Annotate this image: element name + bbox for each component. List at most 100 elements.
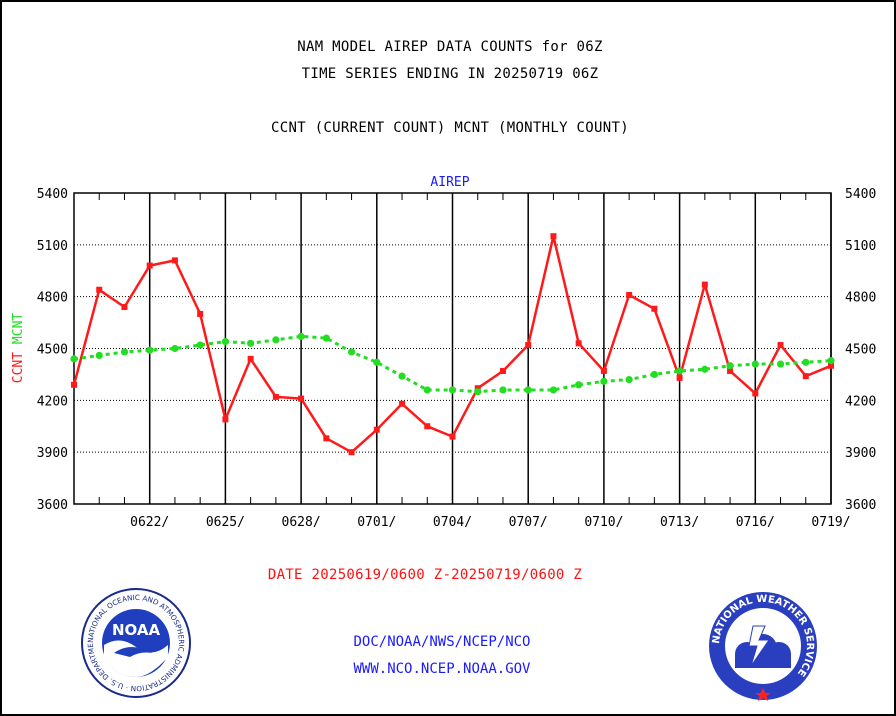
y-tick-label-right: 3600 (845, 498, 876, 513)
data-point-mcnt (499, 386, 507, 394)
x-tick-label: 0704/ (433, 515, 472, 530)
data-point-ccnt (197, 310, 204, 317)
data-point-mcnt (802, 358, 810, 366)
data-point-ccnt (298, 395, 305, 402)
data-point-ccnt (222, 416, 229, 423)
chart-subtitle: CCNT (CURRENT COUNT) MCNT (MONTHLY COUNT… (271, 120, 629, 136)
data-point-mcnt (247, 339, 255, 347)
data-point-mcnt (524, 386, 532, 394)
data-point-ccnt (171, 257, 178, 264)
data-point-ccnt (752, 390, 759, 397)
y-tick-label-left: 5400 (37, 187, 68, 202)
data-point-ccnt (121, 304, 128, 311)
data-point-ccnt (525, 342, 532, 349)
y-tick-label-left: 4500 (37, 343, 68, 358)
y-tick-label-right: 5400 (845, 187, 876, 202)
data-point-ccnt (802, 373, 809, 380)
data-point-mcnt (297, 332, 305, 341)
x-tick-label: 0710/ (584, 515, 623, 530)
y-tick-label-right: 3900 (845, 446, 876, 461)
data-point-ccnt (96, 286, 103, 293)
data-point-mcnt (827, 356, 835, 365)
data-point-ccnt (272, 393, 279, 400)
data-point-mcnt (776, 360, 785, 368)
x-tick-label: 0622/ (130, 515, 169, 530)
data-point-ccnt (651, 305, 658, 312)
x-tick-label: 0625/ (206, 515, 245, 530)
x-tick-label: 0707/ (509, 515, 548, 530)
y-axis-label-mcnt: MCNT (11, 313, 26, 352)
y-tick-label-left: 3600 (37, 498, 68, 513)
y-tick-label-right: 4200 (845, 394, 876, 409)
data-point-mcnt (423, 386, 431, 394)
x-tick-label: 0701/ (357, 515, 396, 530)
x-tick-label: 0719/ (811, 515, 850, 530)
y-tick-label-right: 4800 (845, 291, 876, 306)
noaa-logo: NATIONAL OCEANIC AND ATMOSPHERIC ADMINIS… (80, 587, 191, 698)
y-tick-label-left: 4200 (37, 394, 68, 409)
x-tick-label: 0628/ (282, 515, 321, 530)
y-axis-label-ccnt: CCNT (11, 352, 26, 383)
data-point-ccnt (701, 281, 708, 288)
data-point-ccnt (828, 362, 834, 369)
y-tick-label-right: 4500 (845, 343, 876, 358)
data-point-mcnt (600, 377, 608, 385)
date-range-label: DATE 20250619/0600 Z-20250719/0600 Z (267, 567, 583, 583)
data-point-mcnt (625, 376, 633, 384)
data-point-ccnt (449, 433, 456, 440)
plot-frame (73, 192, 832, 505)
data-point-ccnt (247, 355, 254, 362)
y-tick-label-left: 4800 (37, 291, 68, 306)
data-point-ccnt (626, 291, 633, 298)
x-tick-label: 0713/ (660, 515, 699, 530)
data-point-mcnt (448, 386, 457, 394)
data-point-ccnt (600, 367, 607, 374)
data-point-mcnt (347, 348, 356, 356)
data-point-mcnt (575, 381, 583, 389)
data-point-ccnt (146, 262, 153, 269)
data-point-ccnt (348, 449, 355, 456)
panel-title: AIREP (430, 175, 469, 190)
chart-title-line2: TIME SERIES ENDING IN 20250719 06Z (301, 66, 599, 82)
nws-logo: NATIONAL WEATHER SERVICE (709, 592, 817, 701)
data-point-ccnt (676, 374, 683, 381)
data-point-mcnt (120, 348, 129, 356)
data-point-mcnt (221, 337, 229, 346)
data-point-mcnt (676, 367, 684, 375)
data-point-mcnt (398, 372, 406, 380)
data-point-mcnt (322, 334, 330, 342)
data-point-mcnt (272, 336, 280, 344)
credit-org: DOC/NOAA/NWS/NCEP/NCO (353, 634, 531, 650)
data-point-ccnt (71, 381, 77, 388)
data-point-mcnt (171, 344, 179, 353)
data-point-ccnt (727, 367, 734, 374)
data-point-ccnt (499, 367, 506, 374)
data-point-ccnt (323, 435, 330, 442)
data-point-mcnt (650, 370, 658, 379)
data-point-mcnt (726, 362, 734, 370)
chart-title-line1: NAM MODEL AIREP DATA COUNTS for 06Z (297, 39, 603, 55)
data-point-ccnt (373, 426, 380, 433)
y-tick-label-left: 3900 (37, 446, 68, 461)
data-point-ccnt (424, 423, 431, 430)
credit-url: WWW.NCO.NCEP.NOAA.GOV (353, 661, 531, 677)
data-point-ccnt (575, 340, 582, 347)
y-tick-label-right: 5100 (845, 239, 876, 254)
y-tick-label-left: 5100 (37, 239, 68, 254)
data-point-mcnt (95, 351, 103, 360)
data-point-ccnt (550, 233, 557, 240)
data-point-mcnt (146, 346, 154, 354)
y-axis-label: CCNT MCNT (11, 313, 26, 384)
data-point-mcnt (751, 360, 759, 368)
line-chart: 3600 3600 3900 3900 4200 4200 4500 4500 4800 4800… (11, 175, 876, 530)
data-point-ccnt (777, 342, 784, 349)
data-point-mcnt (474, 388, 482, 396)
data-point-mcnt (549, 386, 558, 394)
data-point-mcnt (70, 355, 78, 363)
data-point-ccnt (399, 400, 406, 407)
data-point-mcnt (701, 365, 709, 373)
data-point-mcnt (373, 358, 381, 366)
x-tick-label: 0716/ (736, 515, 775, 530)
noaa-logo-text: NOAA (112, 621, 161, 639)
